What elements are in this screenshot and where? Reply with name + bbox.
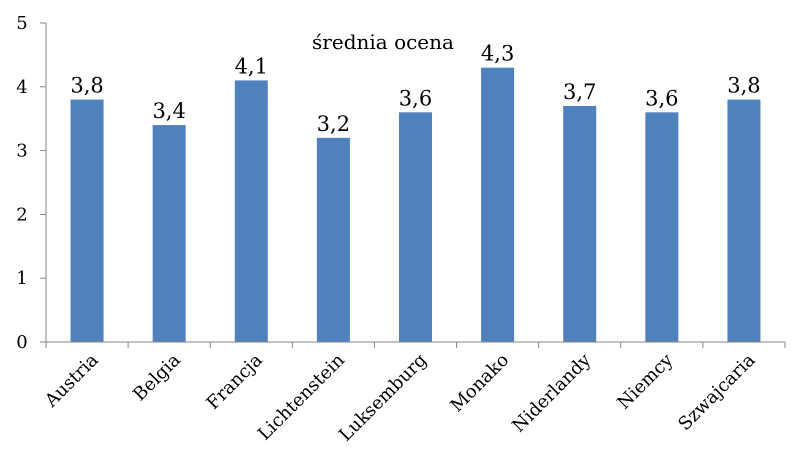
bars [70,67,761,343]
y-tick-label: 1 [16,268,27,289]
bar [563,105,597,342]
data-labels: 3,8 3,4 4,1 3,2 3,6 4,3 3,7 3,6 3,8 [70,42,760,136]
x-tick-label: Szwajcaria [674,350,759,435]
x-tick-label: Austria [40,349,103,412]
x-tick-label: Niderlandy [508,349,596,437]
y-tick-label: 4 [16,77,27,98]
y-tick-label: 2 [16,204,27,225]
y-axis-ticks: 0 1 2 3 4 5 [16,13,46,353]
bar [316,137,350,342]
chart-title: średnia ocena [312,30,454,54]
bar [399,112,432,342]
bar [152,125,186,342]
data-label: 3,8 [70,74,103,98]
y-tick-label: 0 [16,332,27,353]
x-axis-labels: Austria Belgia FrancjaLichtensteinLuksembu… [40,349,759,446]
x-tick-label: Niemcy [613,349,678,414]
bar [727,99,761,342]
x-tick-label: Luksemburg [335,350,431,446]
x-tick-label: Francja [203,349,267,413]
data-label: 3,6 [399,86,432,110]
data-label: 4,1 [235,54,268,78]
data-label: 3,8 [727,74,760,98]
y-tick-label: 3 [16,141,27,162]
data-label: 3,4 [152,99,185,123]
bar [234,80,268,343]
bar [481,67,515,342]
y-tick-label: 5 [16,13,27,34]
x-tick-label: Monako [446,350,513,417]
data-label: 4,3 [481,42,514,66]
data-label: 3,2 [317,112,350,136]
bar [645,112,679,342]
x-tick-label: Belgia [129,350,185,406]
data-label: 3,6 [645,86,678,110]
axes [45,23,786,348]
bar [70,99,104,342]
data-label: 3,7 [563,80,596,104]
